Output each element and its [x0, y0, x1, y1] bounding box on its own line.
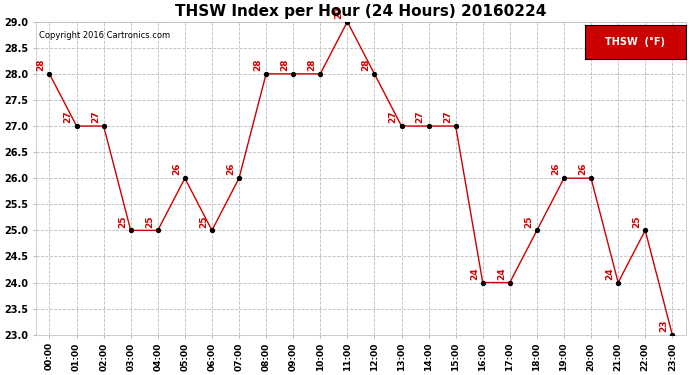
Text: 25: 25 [524, 215, 533, 228]
Point [613, 279, 624, 285]
Point [206, 227, 217, 233]
Text: 28: 28 [308, 58, 317, 71]
Point [450, 123, 461, 129]
Text: 26: 26 [172, 163, 181, 176]
Point [288, 71, 299, 77]
Point [586, 175, 597, 181]
Text: 28: 28 [253, 58, 262, 71]
Text: 28: 28 [280, 58, 289, 71]
Point [504, 279, 515, 285]
Text: 23: 23 [660, 320, 669, 332]
Text: 29: 29 [335, 6, 344, 19]
Text: 26: 26 [226, 163, 235, 176]
Point [531, 227, 542, 233]
Text: 25: 25 [199, 215, 208, 228]
Text: 25: 25 [145, 215, 154, 228]
Point [396, 123, 407, 129]
Point [369, 71, 380, 77]
Point [179, 175, 190, 181]
Point [423, 123, 434, 129]
Text: 28: 28 [37, 58, 46, 71]
Point [558, 175, 569, 181]
Point [315, 71, 326, 77]
Point [477, 279, 489, 285]
Point [98, 123, 109, 129]
Text: 24: 24 [497, 267, 506, 280]
Text: 25: 25 [118, 215, 127, 228]
Text: 25: 25 [632, 215, 642, 228]
Point [71, 123, 82, 129]
Text: 24: 24 [470, 267, 479, 280]
Point [152, 227, 164, 233]
Text: 26: 26 [551, 163, 560, 176]
Point [44, 71, 55, 77]
Text: 27: 27 [416, 111, 425, 123]
Title: THSW Index per Hour (24 Hours) 20160224: THSW Index per Hour (24 Hours) 20160224 [175, 4, 546, 19]
Text: Copyright 2016 Cartronics.com: Copyright 2016 Cartronics.com [39, 31, 170, 40]
Point [261, 71, 272, 77]
Text: 24: 24 [605, 267, 614, 280]
Point [342, 19, 353, 25]
Point [667, 332, 678, 338]
Text: 27: 27 [388, 111, 397, 123]
Text: 27: 27 [63, 111, 72, 123]
Text: 27: 27 [443, 111, 452, 123]
Text: 26: 26 [578, 163, 587, 176]
Point [125, 227, 136, 233]
Point [640, 227, 651, 233]
Text: 27: 27 [91, 111, 100, 123]
Point [233, 175, 244, 181]
Text: 28: 28 [362, 58, 371, 71]
